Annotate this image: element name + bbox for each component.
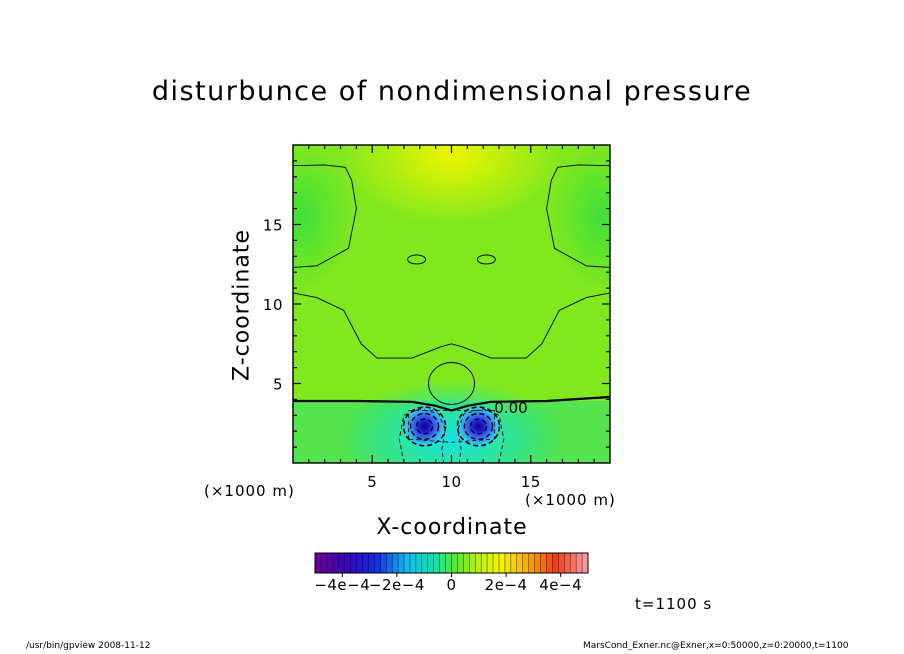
y-tick-label: 15 <box>263 217 283 235</box>
colorbar-swatch <box>439 553 446 573</box>
colorbar-swatch <box>558 553 565 573</box>
footer-source: MarsCond_Exner.nc@Exner,x=0:50000,z=0:20… <box>583 641 849 651</box>
chart-title: disturbunce of nondimensional pressure <box>151 76 753 107</box>
y-axis-units: (×1000 m) <box>204 482 295 500</box>
contour-label: 0.00 <box>494 399 527 417</box>
field-upper-maximum <box>341 145 562 225</box>
colorbar-swatch <box>326 553 334 573</box>
contour-small-left <box>407 254 427 265</box>
contour-neg-envelope <box>408 410 495 443</box>
field-vortex-2 <box>455 404 502 449</box>
colorbar-tick-label: 4e−4 <box>539 576 583 594</box>
colorbar-tick-label: 2e−4 <box>484 576 528 594</box>
colorbar-swatch <box>392 553 399 573</box>
colorbar-swatch <box>404 553 411 573</box>
y-tick-label: 10 <box>263 296 283 314</box>
field-vortex-1 <box>401 404 448 449</box>
colorbar-swatch <box>510 553 518 573</box>
field-left-lobe <box>293 145 356 292</box>
colorbar-swatch <box>398 553 405 573</box>
colorbar-swatch <box>356 553 363 573</box>
colorbar-swatch <box>487 553 494 573</box>
colorbar-swatch <box>374 553 381 573</box>
colorbar-swatch <box>451 553 458 573</box>
colorbar-swatch <box>368 553 375 573</box>
colorbar-swatch <box>481 553 488 573</box>
colorbar-swatch <box>445 553 452 573</box>
colorbar-swatch <box>457 553 464 573</box>
contour-middle <box>293 292 610 359</box>
contour-small-right <box>476 254 496 265</box>
contour-upper-left <box>293 164 357 268</box>
field-lower-minimum <box>341 379 562 463</box>
colorbar-tick-label: −2e−4 <box>368 576 425 594</box>
time-annotation: t=1100 s <box>635 595 713 613</box>
contour-vortex-1-ring-1 <box>402 406 447 447</box>
colorbar-swatch <box>463 553 470 573</box>
colorbar-swatch <box>546 553 553 573</box>
colorbar-swatch <box>332 553 340 573</box>
colorbar-swatch <box>528 553 535 573</box>
colorbar-swatch <box>540 553 547 573</box>
colorbar-swatch <box>362 553 369 573</box>
colorbar-swatch <box>380 553 387 573</box>
x-axis-units: (×1000 m) <box>525 491 616 509</box>
colorbar-swatch <box>534 553 541 573</box>
colorbar-swatch <box>469 553 476 573</box>
colorbar-swatch <box>493 553 500 573</box>
x-tick-label: 10 <box>441 473 461 491</box>
colorbar-swatch <box>415 553 423 573</box>
colorbar-tick-label: −4e−4 <box>314 576 371 594</box>
colorbar-swatch <box>433 553 440 573</box>
x-axis-label: X-coordinate <box>376 515 528 540</box>
colorbar-swatch <box>315 553 322 573</box>
colorbar-swatch <box>576 553 583 573</box>
colorbar-swatch <box>427 553 434 573</box>
x-tick-label: 15 <box>521 473 541 491</box>
contour-neg-outer-right <box>457 408 505 463</box>
colorbar-swatch <box>350 553 357 573</box>
colorbar-swatch <box>320 553 328 573</box>
contour-vortex-1-ring-2 <box>409 412 440 441</box>
y-tick-label: 5 <box>273 376 283 394</box>
field-right-lobe <box>547 145 610 292</box>
contour-vortex-2-ring-3 <box>469 418 488 435</box>
colorbar-swatch <box>570 553 577 573</box>
colorbar-swatch <box>564 553 571 573</box>
colorbar-swatch <box>421 553 429 573</box>
colorbar-swatch <box>552 553 559 573</box>
colorbar-swatch <box>386 553 393 573</box>
contour-center-bubble <box>428 362 475 405</box>
colorbar-swatch <box>338 553 345 573</box>
contour-vortex-2-ring-2 <box>463 412 494 441</box>
footer-program: /usr/bin/gpview 2008-11-12 <box>26 641 151 651</box>
y-axis-label: Z-coordinate <box>229 229 255 381</box>
colorbar-swatch <box>498 553 506 573</box>
colorbar-swatch <box>504 553 512 573</box>
contour-vortex-2-ring-1 <box>456 406 501 447</box>
colorbar-swatch <box>409 553 417 573</box>
contour-vortex-1-ring-3 <box>415 418 434 435</box>
contour-neg-outer-left <box>398 408 446 463</box>
colorbar-swatch <box>475 553 482 573</box>
colorbar-swatch <box>522 553 529 573</box>
colorbar-swatch <box>516 553 524 573</box>
contour-upper-right <box>546 164 610 268</box>
colorbar-tick-label: 0 <box>446 576 457 594</box>
colorbar-swatch <box>582 553 589 573</box>
colorbar-swatch <box>344 553 351 573</box>
x-tick-label: 5 <box>367 473 377 491</box>
